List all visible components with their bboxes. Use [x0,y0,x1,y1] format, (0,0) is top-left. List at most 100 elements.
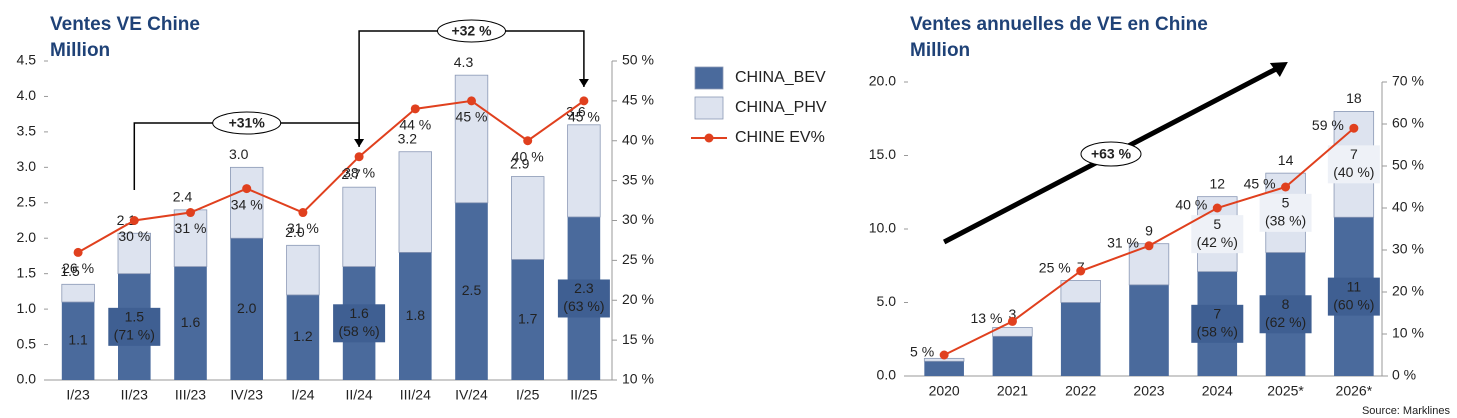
x-tick-label: 2021 [997,383,1028,399]
y-tick-label: 1.0 [17,300,37,316]
line-label: 34 % [231,196,263,212]
line-marker [73,247,83,257]
y2-tick-label: 40 % [622,131,654,147]
y2-tick-label: 35 % [622,171,654,187]
line-label: 44 % [399,117,431,133]
line-label: 31 % [175,220,207,236]
line-marker [579,96,589,106]
x-tick-label: 2022 [1065,383,1096,399]
line-label: 45 % [568,109,600,125]
line-marker [467,96,476,106]
line-marker [410,104,420,114]
y-tick-label: 2.5 [17,193,37,209]
label-box [1191,215,1244,254]
line-label: 40 % [1175,197,1207,213]
line [77,99,585,254]
bar [454,74,489,204]
total-label: 1.5 [60,263,80,279]
value-label: 11 [1347,278,1362,294]
line-marker [1076,266,1086,276]
annotation-text: +32 % [451,23,492,39]
value-label: 7 [1350,146,1358,162]
bar [230,166,264,239]
bar [286,294,320,380]
line-label: 40 % [512,148,544,164]
line-marker [186,208,195,218]
x-tick-label: 2025* [1267,383,1304,399]
line-marker [939,350,949,360]
x-tick-label: III/23 [175,387,206,403]
share-label: (62 %) [1265,314,1306,330]
y-tick-label: 3.0 [17,158,37,174]
bar [230,238,263,380]
value-label: 1.1 [68,332,88,348]
label-box [1191,304,1244,343]
share-label: (63 %) [563,298,604,314]
legend-swatch [694,96,724,120]
chart-subtitle: Million [910,40,970,61]
line-label: 13 % [971,310,1003,326]
line-label: 59 % [1312,117,1344,133]
line-label: 31 % [287,220,319,236]
x-tick-label: II/24 [345,387,372,403]
total-label: 4.3 [454,54,474,70]
legend-label: CHINE EV% [735,129,825,146]
line-label: 45 % [1244,176,1276,192]
y-tick-label: 10.0 [869,220,896,236]
bar [117,232,151,275]
value-label: 1.7 [518,310,538,326]
y-tick-label: 4.0 [17,87,37,103]
x-tick-label: II/23 [121,387,148,403]
annotation-text: +31% [229,115,266,131]
chart-title: Ventes VE Chine [50,14,200,35]
share-label: (38 %) [1265,213,1306,229]
bar [174,266,207,380]
value-label: 2.0 [237,300,257,316]
bar [399,252,432,380]
line-label: 38 % [343,164,375,180]
value-label: 1.6 [349,305,369,321]
y2-tick-label: 60 % [1392,115,1424,131]
x-tick-label: 2026* [1336,383,1373,399]
bar [567,124,601,218]
line-marker [1349,123,1359,133]
bar [342,186,376,267]
value-label: 1.2 [293,328,313,344]
legend-label: CHINA_PHV [735,99,827,116]
x-tick-label: III/24 [400,387,431,403]
bar [61,302,95,380]
bar [1060,280,1101,303]
value-label: 5 [1213,216,1221,232]
y2-tick-label: 70 % [1392,73,1424,89]
y2-tick-label: 30 % [622,211,654,227]
label-box [557,279,610,318]
total-label: 3 [1009,306,1017,322]
line-label: 45 % [456,109,488,125]
arrow-head [1269,62,1288,77]
bar [61,283,95,303]
y2-tick-label: 10 % [1392,325,1424,341]
bar [992,336,1033,376]
y-tick-label: 15.0 [869,146,896,162]
arrow-head [354,139,365,147]
total-label: 2.9 [510,155,530,171]
y2-tick-label: 40 % [1392,199,1424,215]
line-marker [354,152,364,162]
value-label: 1.8 [406,307,426,323]
line-marker [1144,241,1154,251]
total-label: 2.0 [285,224,305,240]
share-label: (71 %) [114,327,155,343]
share-label: (60 %) [1333,296,1374,312]
legend-swatch [694,66,724,90]
label-box [1327,277,1380,316]
legend-label: CHINA_BEV [735,69,826,86]
bar [924,361,964,376]
share-label: (58 %) [1197,324,1238,340]
y2-tick-label: 30 % [1392,241,1424,257]
label-box [1259,193,1312,232]
chart-subtitle: Million [50,40,110,61]
y-tick-label: 20.0 [869,73,896,89]
x-tick-label: IV/23 [230,387,263,403]
line-marker [129,216,139,225]
